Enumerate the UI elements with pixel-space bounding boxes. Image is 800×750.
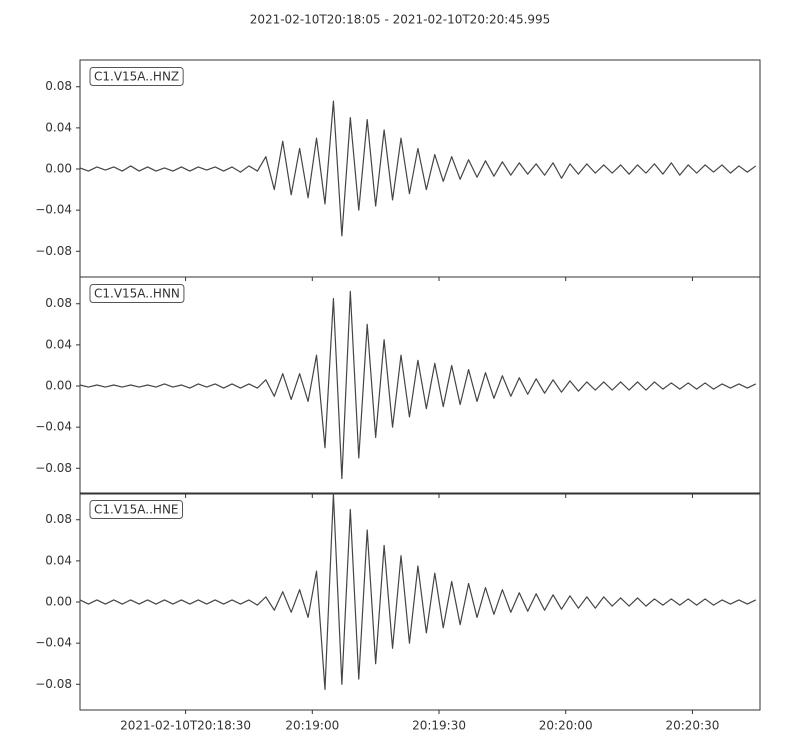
waveform (79, 493, 757, 691)
x-tick-label: 20:19:00 (285, 719, 339, 733)
trace-label: C1.V15A..HNN (94, 287, 180, 301)
panel-frame (79, 492, 761, 711)
trace-label: C1.V15A..HNZ (94, 70, 179, 84)
trace-label-box (89, 284, 185, 303)
y-tick-label: 0.00 (45, 595, 72, 609)
y-tick-label: 0.04 (45, 120, 72, 134)
y-tick-label: 0.08 (45, 79, 72, 93)
y-tick-label: −0.08 (35, 461, 72, 475)
y-tick-label: 0.04 (45, 553, 72, 567)
trace-label-box (89, 500, 184, 519)
y-tick-label: −0.08 (35, 244, 72, 258)
chart-title: 2021-02-10T20:18:05 - 2021-02-10T20:20:4… (250, 13, 551, 27)
x-tick-label: 20:19:30 (412, 719, 466, 733)
trace-label: C1.V15A..HNE (94, 503, 179, 517)
x-tick-label: 20:20:00 (539, 719, 593, 733)
y-tick-label: −0.04 (35, 636, 72, 650)
y-tick-label: 0.08 (45, 512, 72, 526)
y-tick-label: 0.04 (45, 337, 72, 351)
waveform (79, 290, 757, 480)
y-tick-label: 0.00 (45, 162, 72, 176)
y-tick-label: −0.04 (35, 420, 72, 434)
y-tick-label: −0.04 (35, 203, 72, 217)
x-tick-label: 2021-02-10T20:18:30 (120, 719, 251, 733)
y-tick-label: −0.08 (35, 677, 72, 691)
waveform (79, 100, 757, 237)
trace-label-box (89, 67, 184, 86)
y-tick-label: 0.08 (45, 296, 72, 310)
x-tick-label: 20:20:30 (665, 719, 719, 733)
y-tick-label: 0.00 (45, 379, 72, 393)
